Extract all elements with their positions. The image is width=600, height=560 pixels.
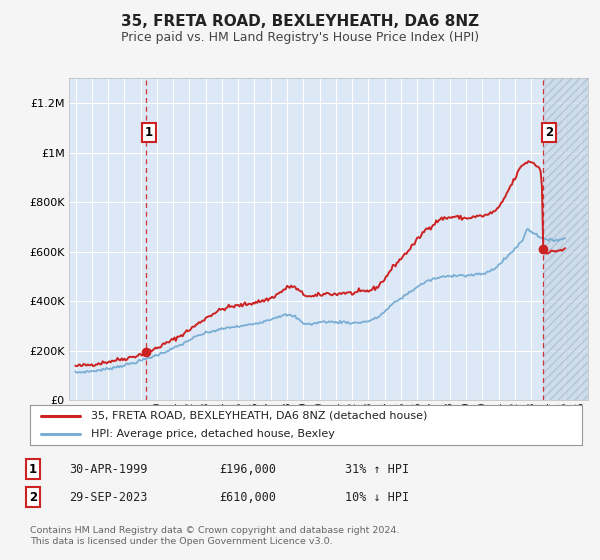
- Text: Contains HM Land Registry data © Crown copyright and database right 2024.
This d: Contains HM Land Registry data © Crown c…: [30, 526, 400, 546]
- Text: £610,000: £610,000: [219, 491, 276, 504]
- Text: 35, FRETA ROAD, BEXLEYHEATH, DA6 8NZ (detached house): 35, FRETA ROAD, BEXLEYHEATH, DA6 8NZ (de…: [91, 411, 427, 421]
- Text: 1: 1: [29, 463, 37, 476]
- Text: £196,000: £196,000: [219, 463, 276, 476]
- Text: 10% ↓ HPI: 10% ↓ HPI: [345, 491, 409, 504]
- Text: 31% ↑ HPI: 31% ↑ HPI: [345, 463, 409, 476]
- Text: 1: 1: [145, 127, 153, 139]
- Text: 2: 2: [545, 127, 553, 139]
- Text: 2: 2: [29, 491, 37, 504]
- Text: 35, FRETA ROAD, BEXLEYHEATH, DA6 8NZ: 35, FRETA ROAD, BEXLEYHEATH, DA6 8NZ: [121, 14, 479, 29]
- Text: 30-APR-1999: 30-APR-1999: [69, 463, 148, 476]
- Bar: [543, 78, 588, 400]
- Text: HPI: Average price, detached house, Bexley: HPI: Average price, detached house, Bexl…: [91, 430, 335, 439]
- Text: Price paid vs. HM Land Registry's House Price Index (HPI): Price paid vs. HM Land Registry's House …: [121, 31, 479, 44]
- Text: 29-SEP-2023: 29-SEP-2023: [69, 491, 148, 504]
